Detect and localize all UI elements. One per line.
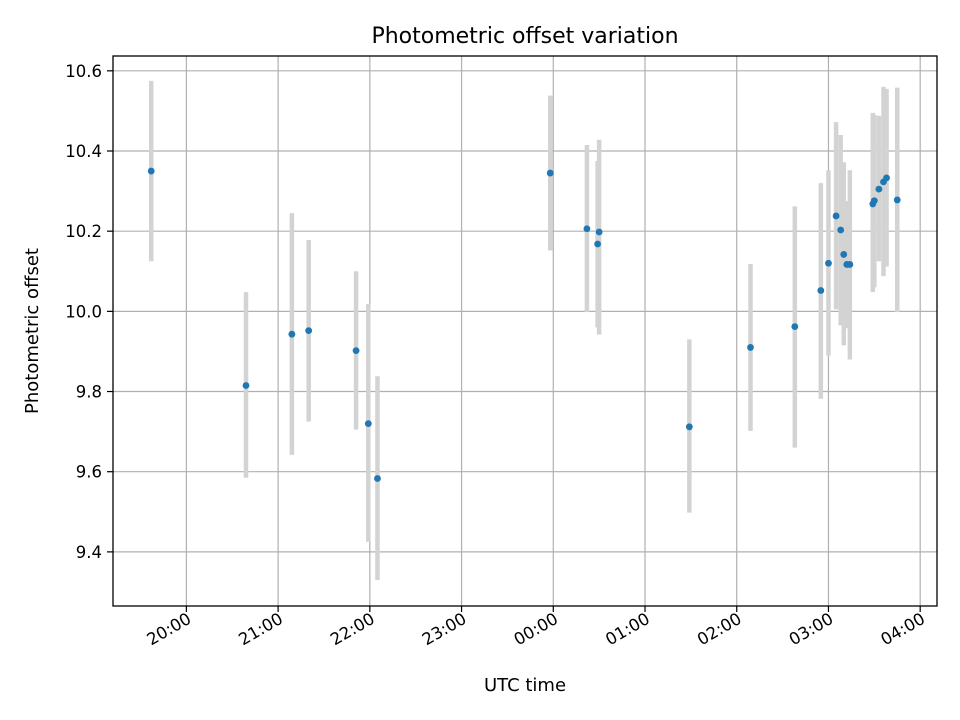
data-point xyxy=(546,169,554,177)
grid-layer xyxy=(113,56,937,606)
y-axis: 9.4 9.6 9.8 10.0 10.2 10.4 10.6 xyxy=(65,62,113,562)
data-point xyxy=(840,251,848,258)
plot-frame xyxy=(112,55,938,607)
data-point xyxy=(893,196,901,204)
y-axis-label: Photometric offset xyxy=(22,248,43,414)
data-point xyxy=(595,228,603,236)
y-tick-label: 10.4 xyxy=(65,142,102,161)
point-layer xyxy=(147,167,901,482)
x-axis-label: UTC time xyxy=(484,675,566,696)
y-tick-label: 9.6 xyxy=(76,463,102,482)
data-point xyxy=(825,259,832,267)
data-point xyxy=(364,420,372,428)
data-point xyxy=(875,185,883,193)
data-point xyxy=(837,226,845,234)
y-tick-label: 9.8 xyxy=(76,383,102,402)
data-point xyxy=(883,174,890,182)
data-point xyxy=(747,344,754,351)
data-point xyxy=(242,382,250,389)
data-point xyxy=(846,261,854,268)
data-point xyxy=(583,225,591,233)
data-point xyxy=(147,167,155,175)
data-point xyxy=(594,240,602,248)
y-tick-label: 9.4 xyxy=(76,543,102,562)
data-point xyxy=(832,212,840,220)
data-point xyxy=(305,327,313,334)
data-point xyxy=(817,287,825,294)
data-point xyxy=(870,197,878,205)
y-tick-label: 10.0 xyxy=(65,302,102,321)
chart-title: Photometric offset variation xyxy=(371,24,678,49)
data-point xyxy=(791,323,799,330)
data-point xyxy=(374,475,381,482)
y-tick-label: 10.2 xyxy=(65,222,102,241)
y-tick-label: 10.6 xyxy=(65,62,102,81)
data-point xyxy=(288,330,296,338)
data-point xyxy=(352,347,360,355)
data-point xyxy=(685,423,693,431)
